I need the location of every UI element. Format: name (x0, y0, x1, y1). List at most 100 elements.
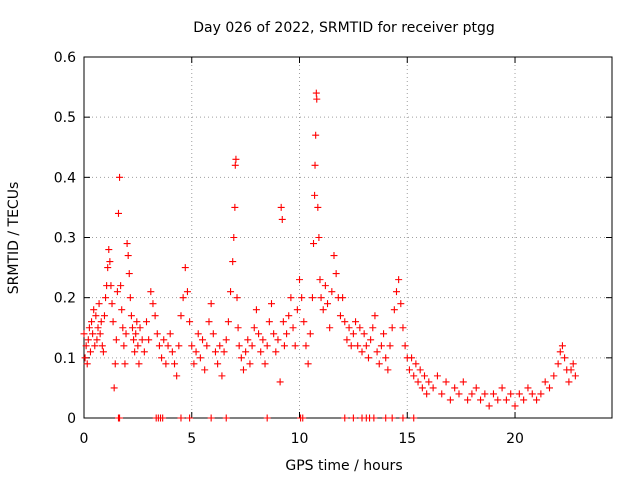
data-point (199, 336, 207, 344)
data-point (114, 209, 122, 217)
data-point (556, 348, 564, 356)
data-point (289, 324, 297, 332)
data-point (188, 342, 196, 350)
data-point (280, 342, 288, 350)
data-point (237, 354, 245, 362)
data-point (321, 282, 329, 290)
data-point (314, 203, 322, 211)
data-point (230, 234, 238, 241)
data-point (311, 161, 319, 169)
data-point (201, 366, 209, 374)
data-point (222, 414, 230, 422)
data-point (100, 312, 108, 320)
data-point (550, 372, 558, 380)
data-point (388, 414, 396, 422)
data-point (370, 414, 378, 422)
data-point (82, 342, 90, 350)
data-point (274, 336, 282, 344)
data-point (186, 318, 194, 326)
data-point (386, 342, 394, 350)
data-point (408, 354, 416, 362)
data-point (80, 330, 88, 338)
data-point (126, 294, 134, 302)
data-point (541, 378, 549, 386)
x-tick-label: 10 (291, 431, 309, 447)
x-tick-label: 0 (80, 431, 89, 447)
data-point (142, 318, 150, 326)
y-tick-label: 0.2 (54, 291, 76, 307)
data-point (214, 360, 222, 368)
data-point (135, 360, 143, 368)
x-tick-label: 5 (187, 431, 196, 447)
data-point (354, 342, 362, 350)
data-point (533, 396, 541, 404)
data-point (140, 348, 148, 356)
data-point (468, 390, 476, 398)
data-point (382, 354, 390, 362)
data-point (433, 372, 441, 380)
data-point (224, 318, 232, 326)
data-point (93, 336, 101, 344)
data-point (160, 336, 168, 344)
data-point (304, 360, 312, 368)
data-point (410, 414, 418, 422)
data-point (136, 324, 144, 332)
data-point (494, 396, 502, 404)
data-point (133, 318, 141, 326)
data-point (186, 414, 194, 422)
x-tick-label: 20 (506, 431, 524, 447)
data-point (84, 336, 92, 344)
y-axis-label: SRMTID / TECUs (6, 182, 22, 295)
data-point (384, 366, 392, 374)
data-point (313, 95, 321, 103)
data-point (296, 276, 304, 284)
tick-layer: 0 0.1 0.2 0.3 0.4 0.5 0.6 0 5 10 15 20 (54, 50, 612, 447)
data-point (358, 348, 366, 356)
data-point (131, 348, 139, 356)
data-point (153, 330, 161, 338)
data-point (127, 312, 135, 320)
data-point (332, 270, 340, 278)
data-point (554, 360, 562, 368)
data-point (571, 372, 579, 380)
data-point (308, 294, 316, 302)
data-point (277, 203, 285, 211)
data-point (81, 354, 89, 362)
data-point (401, 342, 409, 350)
data-point (239, 366, 247, 374)
data-point (283, 330, 291, 338)
data-point (134, 342, 142, 350)
data-point (248, 342, 256, 350)
data-point (227, 288, 235, 296)
data-point (98, 342, 106, 350)
data-point (110, 384, 118, 392)
data-points (80, 89, 579, 422)
data-point (324, 300, 332, 308)
data-point (352, 318, 360, 326)
data-point (85, 324, 93, 332)
data-point (171, 360, 179, 368)
data-point (147, 288, 155, 296)
data-point (464, 396, 472, 404)
data-point (438, 390, 446, 398)
data-point (155, 342, 163, 350)
data-point (246, 360, 254, 368)
data-point (498, 384, 506, 392)
data-point (421, 372, 429, 380)
data-point (95, 300, 103, 308)
data-point (235, 342, 243, 350)
data-point (362, 342, 370, 350)
data-point (410, 372, 418, 380)
data-point (113, 288, 121, 296)
data-point (298, 294, 306, 302)
data-point (302, 342, 310, 350)
data-point (90, 306, 98, 314)
data-point (125, 270, 133, 278)
data-point (128, 324, 136, 332)
data-point (388, 324, 396, 332)
data-point (489, 390, 497, 398)
data-point (373, 348, 381, 356)
data-point (311, 191, 319, 199)
data-point (149, 300, 157, 308)
